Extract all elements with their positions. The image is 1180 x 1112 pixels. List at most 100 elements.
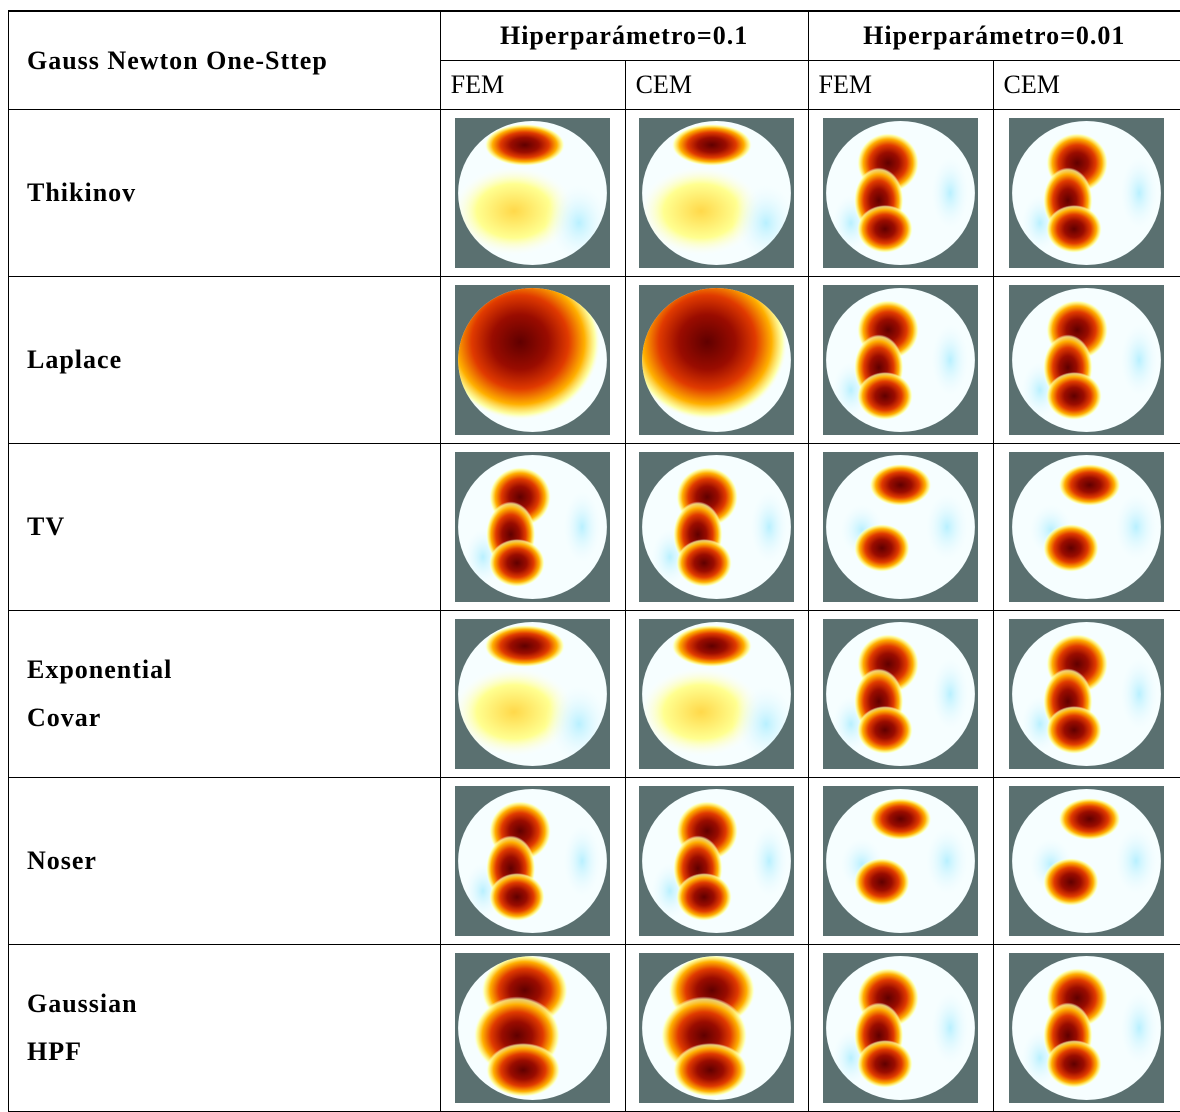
blob <box>857 372 913 420</box>
reconstruction-image <box>455 619 610 769</box>
blob <box>676 539 732 587</box>
label-line: Covar <box>27 694 440 742</box>
blobs <box>661 955 756 1098</box>
reconstruction-image <box>1009 285 1164 435</box>
reconstruction-image <box>823 953 978 1103</box>
reconstruction-image <box>1009 118 1164 268</box>
blob <box>489 539 545 587</box>
reconstruction-image <box>1009 786 1164 936</box>
reconstruction-image <box>1009 452 1164 602</box>
blob <box>1118 986 1161 1070</box>
blob <box>673 1043 747 1097</box>
reconstruction-image <box>1009 953 1164 1103</box>
image-cell <box>808 444 993 611</box>
subcolumn-header: CEM <box>993 61 1180 110</box>
reconstruction-image <box>823 118 978 268</box>
blob <box>485 625 566 667</box>
reconstruction-image <box>639 619 794 769</box>
row-label: Thikinov <box>9 110 441 277</box>
reconstruction-image <box>823 619 978 769</box>
image-cell <box>440 945 625 1112</box>
table-row: Thikinov <box>9 110 1180 277</box>
group-header: Hiperparámetro=0.1 <box>440 11 808 61</box>
image-cell <box>440 611 625 778</box>
image-cell <box>993 444 1180 611</box>
blob <box>928 151 971 235</box>
blob <box>1112 488 1162 566</box>
table-row: Noser <box>9 778 1180 945</box>
blob <box>748 819 791 903</box>
blob <box>1118 151 1161 235</box>
reconstruction-image <box>823 285 978 435</box>
reconstruction-image <box>455 786 610 936</box>
blob <box>1046 372 1102 420</box>
row-label: TV <box>9 444 441 611</box>
reconstruction-image <box>639 786 794 936</box>
blob <box>928 652 971 736</box>
blob <box>1059 464 1121 506</box>
blob <box>1046 706 1102 754</box>
image-cell <box>625 277 808 444</box>
label-line: HPF <box>27 1028 440 1076</box>
label-line: Thikinov <box>27 169 440 217</box>
blob <box>561 819 604 903</box>
row-label: Laplace <box>9 277 441 444</box>
blob <box>870 464 932 506</box>
table-title: Gauss Newton One-Sttep <box>9 11 441 110</box>
image-cell <box>808 945 993 1112</box>
reconstruction-image <box>639 118 794 268</box>
blobs <box>474 955 569 1098</box>
results-table: Gauss Newton One-Sttep Hiperparámetro=0.… <box>8 10 1180 1112</box>
reconstruction-image <box>455 285 610 435</box>
blob <box>1059 798 1121 840</box>
image-cell <box>808 277 993 444</box>
blob <box>561 485 604 569</box>
image-cell <box>625 945 808 1112</box>
label-line: Exponential <box>27 646 440 694</box>
image-cell <box>808 611 993 778</box>
reconstruction-image <box>455 118 610 268</box>
blob <box>1112 822 1162 900</box>
subcolumn-header: FEM <box>808 61 993 110</box>
row-label: Noser <box>9 778 441 945</box>
group-header: Hiperparámetro=0.01 <box>808 11 1180 61</box>
blob <box>870 798 932 840</box>
blob <box>854 858 910 906</box>
blob <box>928 318 971 402</box>
reconstruction-image <box>639 953 794 1103</box>
label-line: TV <box>27 503 440 551</box>
image-cell <box>440 778 625 945</box>
header-row: Gauss Newton One-Sttep Hiperparámetro=0.… <box>9 11 1180 61</box>
label-line: Laplace <box>27 336 440 384</box>
subcolumn-header: CEM <box>625 61 808 110</box>
image-cell <box>625 110 808 277</box>
image-cell <box>440 444 625 611</box>
blob <box>1043 858 1099 906</box>
blob <box>857 706 913 754</box>
reconstruction-image <box>823 786 978 936</box>
image-cell <box>993 611 1180 778</box>
blob <box>489 873 545 921</box>
blob <box>1043 524 1099 572</box>
blob <box>1118 318 1161 402</box>
blob <box>672 625 753 667</box>
blob <box>748 485 791 569</box>
image-cell <box>993 277 1180 444</box>
blob <box>676 873 732 921</box>
blob <box>854 524 910 572</box>
blob <box>672 124 753 166</box>
table-row: TV <box>9 444 1180 611</box>
image-cell <box>993 778 1180 945</box>
reconstruction-image <box>455 953 610 1103</box>
label-line: Noser <box>27 837 440 885</box>
image-cell <box>625 778 808 945</box>
blob <box>922 822 972 900</box>
blob <box>1046 205 1102 253</box>
reconstruction-image <box>639 285 794 435</box>
blob <box>485 124 566 166</box>
